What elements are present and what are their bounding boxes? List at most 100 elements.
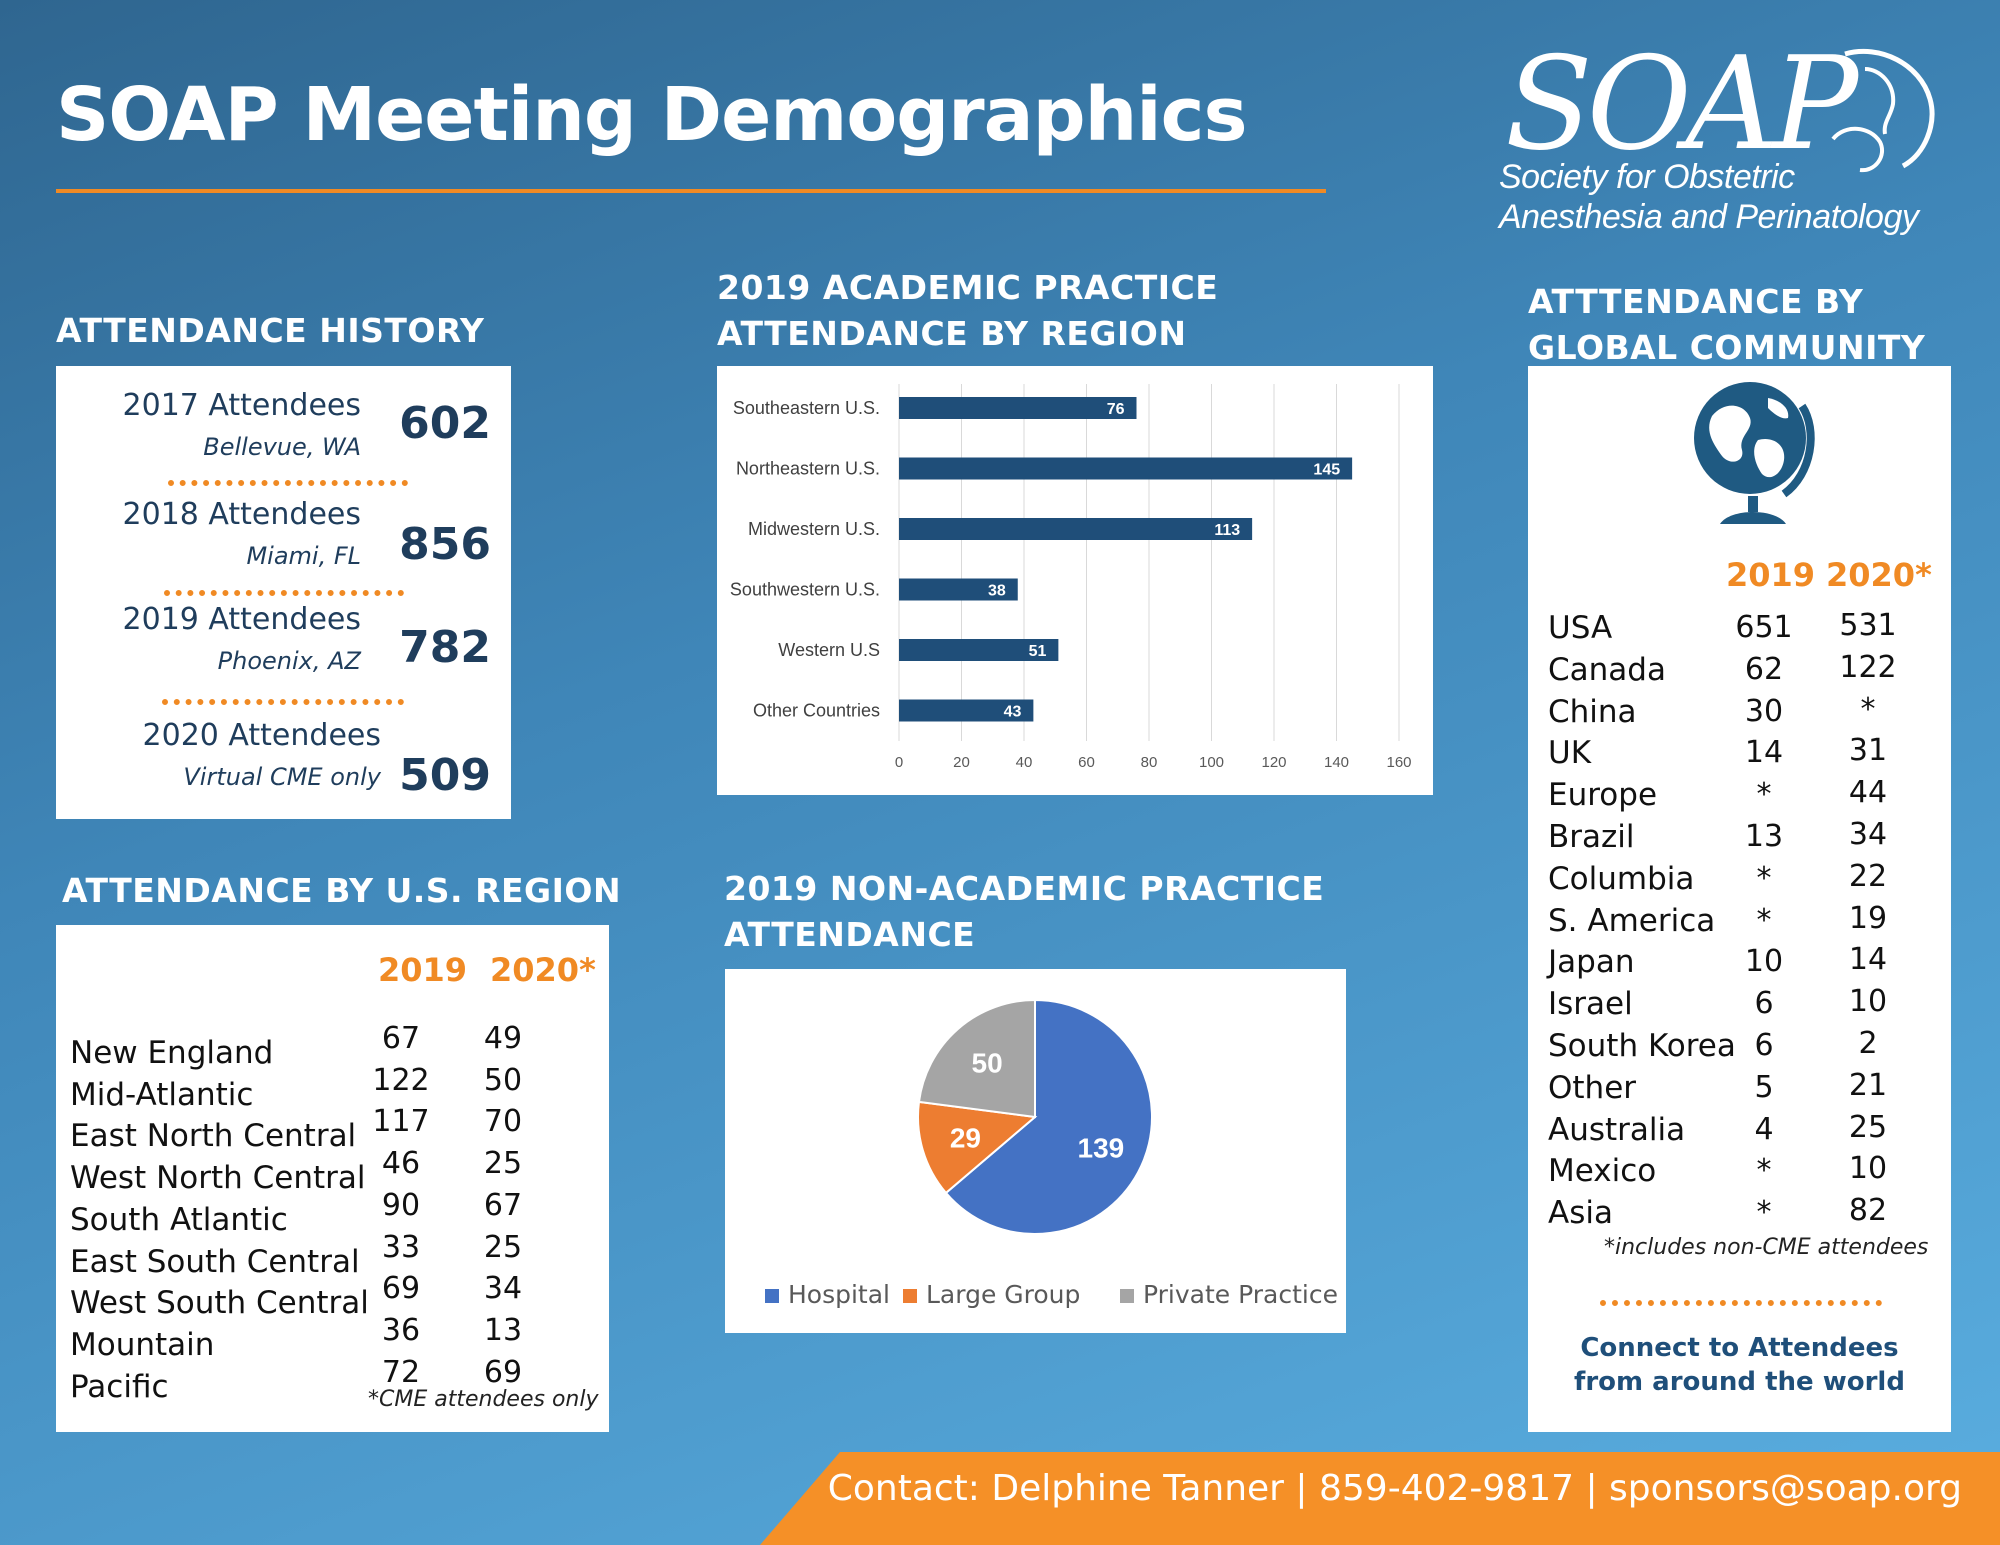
global-value-2019: 6 (1754, 986, 1774, 1022)
x-tick-label: 20 (953, 754, 970, 771)
history-row-2019: 2019 Attendees Phoenix, AZ 782 (56, 602, 511, 692)
global-country-name: UK (1548, 735, 1592, 772)
us-region-name: East North Central (70, 1118, 357, 1155)
pie-value-label: 29 (950, 1123, 981, 1154)
global-country-name: Other (1548, 1069, 1637, 1106)
x-tick-label: 120 (1261, 754, 1286, 771)
global-value-2020: 531 (1839, 608, 1897, 643)
global-value-2020: 31 (1848, 733, 1888, 769)
nonacademic-pie-chart: 139 29 50 Hospital Large Group Private Practi… (765, 998, 1338, 1309)
global-value-2019: 14 (1744, 735, 1784, 771)
global-value-2019: * (1756, 902, 1772, 938)
us-value-2020: 25 (483, 1229, 523, 1265)
history-row-2017: 2017 Attendees Bellevue, WA 602 (56, 388, 511, 478)
global-country-name: Brazil (1548, 819, 1635, 855)
history-card: 2017 Attendees Bellevue, WA 602 2018 Att… (56, 366, 511, 819)
global-col-2019: 2019 (1726, 556, 1816, 594)
academic-chart-card: 0 20 40 60 80 100 120 140 160 Southeastern U.S. 76… (717, 366, 1433, 795)
pie-value-label: 139 (1078, 1132, 1125, 1163)
history-location: Virtual CME only (183, 763, 381, 791)
us-value-2020: 50 (483, 1062, 523, 1098)
global-value-2019: 6 (1754, 1028, 1774, 1063)
legend-label: Large Group (926, 1280, 1080, 1309)
global-country-name: Mexico (1548, 1153, 1657, 1190)
title-divider (56, 189, 1326, 193)
global-value-2020: 122 (1839, 649, 1897, 685)
connect-line1: Connect to Attendees (1580, 1333, 1899, 1363)
bar-value-label: 51 (1029, 643, 1047, 660)
global-country-name: China (1548, 693, 1637, 730)
global-value-2019: * (1756, 777, 1772, 813)
global-col-2020: 2020* (1826, 556, 1932, 594)
global-value-2019: * (1756, 1195, 1772, 1231)
global-country-name: USA (1548, 610, 1613, 646)
bar-value-label: 145 (1313, 462, 1340, 479)
page-title: SOAP Meeting Demographics (56, 72, 1248, 158)
global-value-2020: 10 (1848, 1151, 1888, 1187)
academic-heading-line1: 2019 ACADEMIC PRACTICE (717, 268, 1219, 307)
pie-slice (944, 998, 1153, 1235)
logo-wordmark: SOAP (1505, 30, 1858, 179)
nonacademic-chart-card: 139 29 50 Hospital Large Group Private Practi… (725, 969, 1346, 1333)
us-value-2019: 33 (381, 1229, 421, 1265)
us-region-heading: ATTENDANCE BY U.S. REGION (62, 871, 622, 910)
history-label: 2018 Attendees (122, 497, 361, 532)
global-value-2019: 651 (1735, 610, 1793, 645)
global-value-2019: 62 (1744, 651, 1784, 687)
pie-slice (917, 998, 1036, 1119)
us-region-name: New England (70, 1035, 274, 1071)
pie-slice (917, 1100, 1038, 1195)
x-tick-label: 100 (1199, 754, 1224, 771)
x-tick-label: 60 (1078, 754, 1095, 771)
us-col-2019: 2019 (378, 951, 468, 989)
global-heading-line1: ATTTENDANCE BY (1528, 282, 1864, 321)
history-value: 856 (399, 519, 491, 570)
history-location: Miami, FL (246, 542, 361, 570)
bar (899, 578, 1018, 601)
history-value: 602 (399, 398, 491, 449)
us-region-name: East South Central (70, 1243, 360, 1280)
bar (899, 699, 1034, 722)
global-country-name: Canada (1548, 651, 1666, 688)
us-region-note: *CME attendees only (368, 1387, 599, 1412)
us-value-2020: 34 (483, 1271, 523, 1307)
global-value-2020: 34 (1848, 817, 1888, 852)
global-value-2019: * (1756, 860, 1772, 896)
nonacademic-heading-line1: 2019 NON-ACADEMIC PRACTICE (724, 869, 1325, 908)
us-value-2019: 67 (381, 1021, 421, 1056)
global-value-2020: * (1860, 691, 1876, 727)
global-country-name: Japan (1548, 944, 1635, 981)
dotted-divider (162, 699, 404, 705)
bar (899, 518, 1253, 540)
x-tick-label: 0 (895, 754, 903, 771)
bar-category-label: Other Countries (753, 701, 880, 721)
bar (899, 457, 1353, 480)
us-value-2019: 90 (381, 1187, 421, 1223)
x-tick-label: 140 (1324, 754, 1349, 771)
academic-bar-chart: 0 20 40 60 80 100 120 140 160 Southeastern U.S. 76… (730, 384, 1412, 771)
history-heading: ATTENDANCE HISTORY (56, 311, 485, 350)
us-region-name: Mid-Atlantic (70, 1076, 254, 1113)
bar-value-label: 38 (988, 583, 1006, 600)
us-value-2019: 122 (372, 1062, 430, 1098)
history-row-2018: 2018 Attendees Miami, FL 856 (56, 497, 511, 587)
global-country-name: Israel (1548, 986, 1633, 1023)
dotted-divider (168, 480, 408, 486)
bar-category-label: Southwestern U.S. (730, 580, 880, 600)
us-value-2019: 46 (381, 1146, 421, 1182)
global-value-2020: 22 (1848, 858, 1888, 894)
global-country-name: South Korea (1548, 1028, 1736, 1064)
global-heading-line2: GLOBAL COMMUNITY (1528, 328, 1926, 367)
history-label: 2020 Attendees (142, 718, 381, 753)
soap-logo: SOAP Society for Obstetric Anesthesia an… (1495, 30, 1955, 240)
legend-label: Hospital (788, 1280, 890, 1309)
bar-value-label: 113 (1214, 522, 1240, 539)
us-value-2020: 70 (483, 1104, 523, 1140)
history-location: Bellevue, WA (203, 433, 361, 461)
global-country-name: Columbia (1548, 860, 1695, 897)
global-value-2020: 2 (1858, 1026, 1878, 1061)
x-tick-label: 80 (1141, 754, 1158, 771)
global-country-name: Australia (1548, 1111, 1686, 1148)
contact-text: Contact: Delphine Tanner | 859-402-9817 … (827, 1468, 1962, 1509)
global-value-2019: 4 (1754, 1111, 1774, 1147)
